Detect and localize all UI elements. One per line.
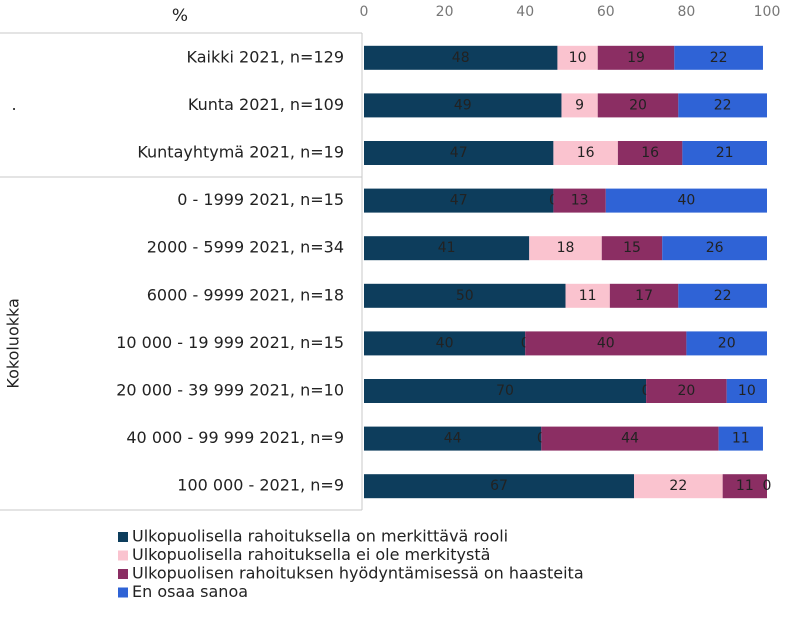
bar-segment xyxy=(678,93,767,118)
data-label: 11 xyxy=(579,288,597,304)
data-label: 22 xyxy=(714,97,732,113)
x-tick-label: 100 xyxy=(754,4,781,20)
bar-segment xyxy=(597,93,679,118)
data-label: 67 xyxy=(490,478,508,494)
data-label: 0 xyxy=(763,478,772,494)
bar-segment xyxy=(364,45,558,70)
bar-segment xyxy=(601,236,663,261)
legend-label: Ulkopuolisella rahoituksella on merkittä… xyxy=(132,527,508,546)
bar-segment xyxy=(557,45,598,70)
data-label: 11 xyxy=(736,478,754,494)
bar-segment xyxy=(722,474,767,499)
legend-label: Ulkopuolisella rahoituksella ei ole merk… xyxy=(132,545,490,564)
data-label: 41 xyxy=(438,240,456,256)
data-label: 70 xyxy=(496,383,514,399)
category-label: 2000 - 5999 2021, n=34 xyxy=(147,238,344,257)
bar-segment xyxy=(682,141,767,165)
bar-segment xyxy=(686,331,767,356)
data-label: 10 xyxy=(738,383,756,399)
data-label: 21 xyxy=(716,145,734,161)
data-label: 44 xyxy=(444,431,462,447)
data-label: 40 xyxy=(597,335,615,351)
bar-segment xyxy=(364,141,554,165)
data-label: 15 xyxy=(623,240,641,256)
data-label: 20 xyxy=(629,97,647,113)
legend-swatch xyxy=(118,587,128,598)
x-tick-label: 0 xyxy=(360,4,369,20)
bar-segment xyxy=(726,379,767,403)
legend-label: Ulkopuolisen rahoituksen hyödyntämisessä… xyxy=(132,564,584,583)
category-label: Kuntayhtymä 2021, n=19 xyxy=(137,143,344,162)
bar-segment xyxy=(617,141,683,165)
group-label: Kokoluokka xyxy=(4,298,23,388)
bar-segment xyxy=(364,426,542,451)
bar-segment xyxy=(609,283,679,308)
category-label: 6000 - 9999 2021, n=18 xyxy=(147,285,344,304)
bar-segment xyxy=(674,45,763,70)
data-label: 49 xyxy=(454,97,472,113)
data-label: 22 xyxy=(669,478,687,494)
data-label: 20 xyxy=(677,383,695,399)
category-label: 0 - 1999 2021, n=15 xyxy=(177,190,344,209)
data-label: 40 xyxy=(436,335,454,351)
data-label: 22 xyxy=(714,288,732,304)
category-label: 20 000 - 39 999 2021, n=10 xyxy=(116,381,344,400)
data-label: 50 xyxy=(456,288,474,304)
data-label: 26 xyxy=(706,240,724,256)
data-label: 19 xyxy=(627,50,645,66)
bar-segment xyxy=(565,283,610,308)
x-tick-label: 80 xyxy=(677,4,695,20)
bar-segment xyxy=(718,426,763,451)
bar-segment xyxy=(364,188,554,213)
legend-swatch xyxy=(118,532,128,542)
group-label: . xyxy=(11,95,16,114)
bar-segment xyxy=(364,283,566,308)
data-label: 48 xyxy=(452,50,470,66)
legend-label: En osaa sanoa xyxy=(132,582,248,601)
data-label: 10 xyxy=(569,50,587,66)
data-label: 20 xyxy=(718,335,736,351)
data-label: 40 xyxy=(677,193,695,209)
bar-segment xyxy=(364,379,647,403)
bar-segment xyxy=(553,188,606,213)
x-tick-label: 40 xyxy=(516,4,534,20)
data-label: 47 xyxy=(450,145,468,161)
data-label: 16 xyxy=(641,145,659,161)
bar-segment xyxy=(525,331,687,356)
bar-segment xyxy=(678,283,767,308)
x-tick-label: 60 xyxy=(597,4,615,20)
legend-swatch xyxy=(118,550,128,561)
bar-segment xyxy=(529,236,602,261)
data-label: 44 xyxy=(621,431,639,447)
x-axis-label: % xyxy=(172,6,188,26)
x-tick-label: 20 xyxy=(436,4,454,20)
data-label: 17 xyxy=(635,288,653,304)
bar-segment xyxy=(634,474,723,499)
bar-segment xyxy=(646,379,727,403)
data-label: 22 xyxy=(710,50,728,66)
data-label: 47 xyxy=(450,193,468,209)
bar-segment xyxy=(364,93,562,118)
bar-segment xyxy=(605,188,767,213)
data-label: 13 xyxy=(571,193,589,209)
category-label: 10 000 - 19 999 2021, n=15 xyxy=(116,333,344,352)
legend-swatch xyxy=(118,569,128,579)
bar-segment xyxy=(541,426,719,451)
bar-segment xyxy=(553,141,618,165)
bar-segment xyxy=(561,93,598,118)
category-label: Kaikki 2021, n=129 xyxy=(187,47,345,66)
bar-segment xyxy=(364,474,635,499)
bar-segment xyxy=(662,236,767,261)
data-label: 11 xyxy=(732,431,750,447)
category-label: 100 000 - 2021, n=9 xyxy=(177,476,344,495)
data-label: 9 xyxy=(575,97,584,113)
bar-segment xyxy=(597,45,675,70)
category-label: 40 000 - 99 999 2021, n=9 xyxy=(126,428,344,447)
data-label: 18 xyxy=(557,240,575,256)
data-label: 16 xyxy=(577,145,595,161)
category-label: Kunta 2021, n=109 xyxy=(188,95,344,114)
bar-segment xyxy=(364,236,530,261)
bar-segment xyxy=(364,331,526,356)
